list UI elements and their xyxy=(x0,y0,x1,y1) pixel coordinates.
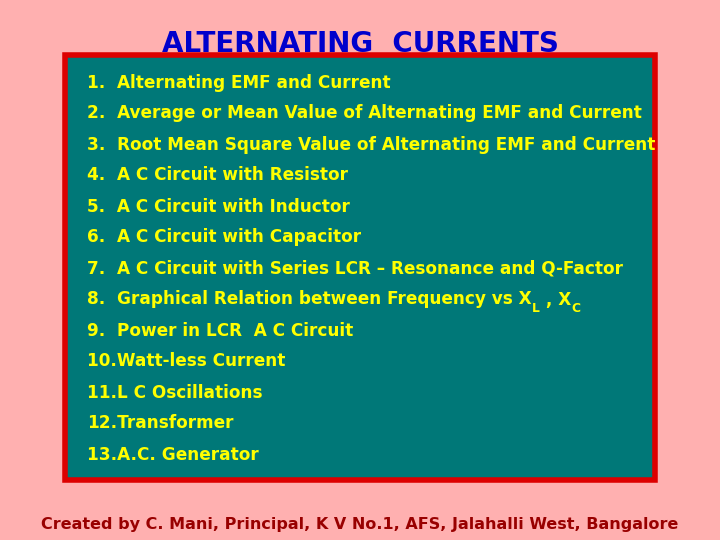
Text: 13.A.C. Generator: 13.A.C. Generator xyxy=(87,446,258,463)
Text: 6.  A C Circuit with Capacitor: 6. A C Circuit with Capacitor xyxy=(87,228,361,246)
Text: 9.  Power in LCR  A C Circuit: 9. Power in LCR A C Circuit xyxy=(87,321,354,340)
Text: ALTERNATING  CURRENTS: ALTERNATING CURRENTS xyxy=(161,30,559,58)
Text: L: L xyxy=(531,302,539,315)
Text: 11.L C Oscillations: 11.L C Oscillations xyxy=(87,383,263,402)
Text: 2.  Average or Mean Value of Alternating EMF and Current: 2. Average or Mean Value of Alternating … xyxy=(87,105,642,123)
Text: 1.  Alternating EMF and Current: 1. Alternating EMF and Current xyxy=(87,73,391,91)
Text: 7.  A C Circuit with Series LCR – Resonance and Q-Factor: 7. A C Circuit with Series LCR – Resonan… xyxy=(87,260,623,278)
Text: 8.  Graphical Relation between Frequency vs X: 8. Graphical Relation between Frequency … xyxy=(87,291,531,308)
Text: C: C xyxy=(571,302,580,315)
Text: 3.  Root Mean Square Value of Alternating EMF and Current: 3. Root Mean Square Value of Alternating… xyxy=(87,136,655,153)
Bar xyxy=(65,55,655,480)
Text: 5.  A C Circuit with Inductor: 5. A C Circuit with Inductor xyxy=(87,198,350,215)
Text: 4.  A C Circuit with Resistor: 4. A C Circuit with Resistor xyxy=(87,166,348,185)
Text: 10.Watt-less Current: 10.Watt-less Current xyxy=(87,353,285,370)
Text: 12.Transformer: 12.Transformer xyxy=(87,415,233,433)
Text: Created by C. Mani, Principal, K V No.1, AFS, Jalahalli West, Bangalore: Created by C. Mani, Principal, K V No.1,… xyxy=(41,517,679,532)
Text: , X: , X xyxy=(539,291,571,308)
